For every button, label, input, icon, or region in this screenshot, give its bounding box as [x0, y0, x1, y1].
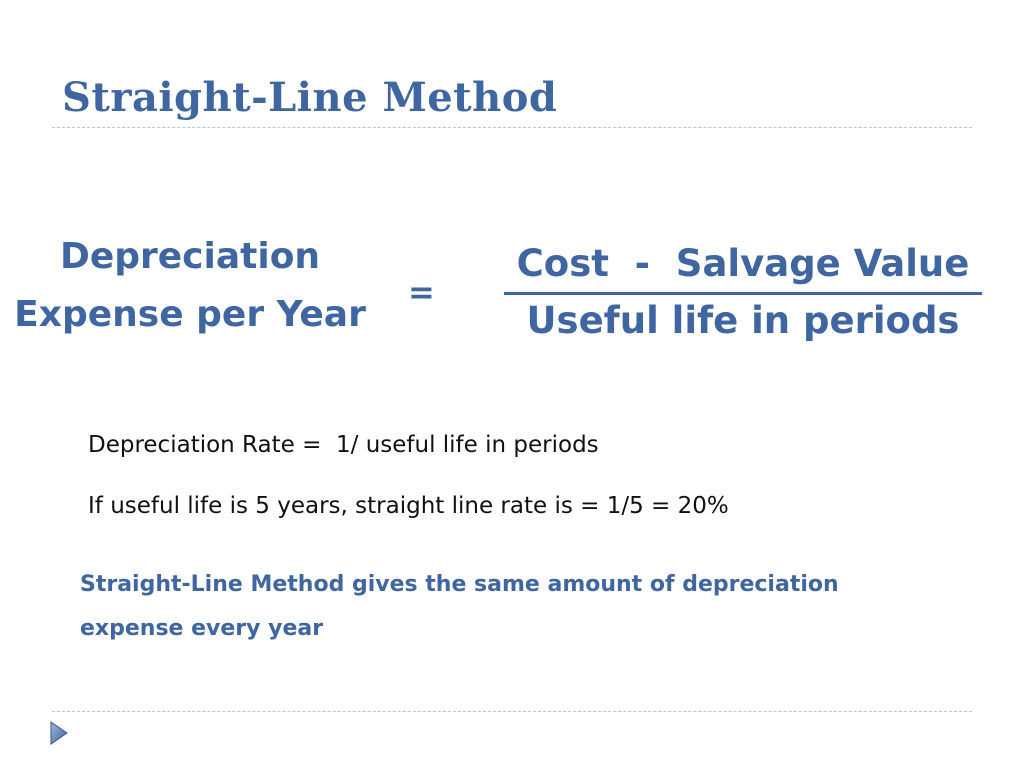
play-triangle-icon[interactable]: [50, 721, 68, 745]
formula-fraction: Cost - Salvage Value Useful life in peri…: [504, 236, 982, 347]
fraction-numerator: Cost - Salvage Value: [516, 242, 970, 285]
formula-lhs-line-2: Expense per Year: [14, 294, 366, 335]
example-rate-line: If useful life is 5 years, straight line…: [88, 493, 729, 519]
fraction-bar: [504, 292, 982, 295]
bottom-divider: [52, 711, 972, 712]
formula-lhs-line-1: Depreciation: [59, 236, 321, 277]
summary-statement: Straight-Line Method gives the same amou…: [80, 572, 839, 641]
depreciation-rate-line: Depreciation Rate = 1/ useful life in pe…: [88, 432, 599, 458]
equals-sign: =: [408, 273, 435, 311]
fraction-denominator: Useful life in periods: [526, 299, 960, 342]
slide-title: Straight-Line Method: [62, 74, 558, 121]
formula-left-side: Depreciation Expense per Year: [10, 228, 370, 344]
top-divider: [52, 127, 972, 128]
